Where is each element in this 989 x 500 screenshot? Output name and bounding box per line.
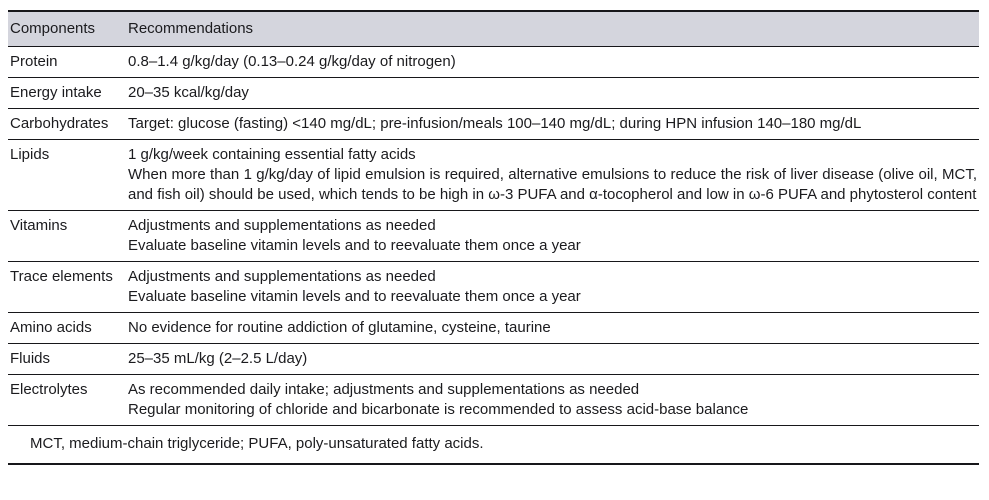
- component-cell: Fluids: [8, 343, 128, 375]
- recommendation-cell: Target: glucose (fasting) <140 mg/dL; pr…: [128, 108, 979, 140]
- table-row: Carbohydrates Target: glucose (fasting) <…: [8, 108, 979, 140]
- recommendation-cell: 25–35 mL/kg (2–2.5 L/day): [128, 343, 979, 375]
- recommendation-line: No evidence for routine addiction of glu…: [128, 319, 551, 336]
- table-row: Energy intake 20–35 kcal/kg/day: [8, 77, 979, 109]
- table-row: Fluids 25–35 mL/kg (2–2.5 L/day): [8, 343, 979, 375]
- recommendation-line: Adjustments and supplementations as need…: [128, 217, 436, 234]
- recommendation-cell: No evidence for routine addiction of glu…: [128, 312, 979, 344]
- table-row: Trace elements Adjustments and supplement…: [8, 261, 979, 313]
- header-row: Components Recommendations: [8, 11, 979, 47]
- table-row: Amino acids No evidence for routine addic…: [8, 312, 979, 344]
- component-cell: Trace elements: [8, 261, 128, 313]
- table-row: Electrolytes As recommended daily intake;…: [8, 374, 979, 426]
- recommendation-line: Regular monitoring of chloride and bicar…: [128, 401, 749, 418]
- component-cell: Protein: [8, 46, 128, 78]
- col-header-recommendations: Recommendations: [128, 11, 979, 47]
- recommendation-cell: As recommended daily intake; adjustments…: [128, 374, 979, 426]
- table-header: Components Recommendations: [8, 11, 979, 47]
- recommendations-table: Components Recommendations Protein 0.8–1.…: [8, 10, 979, 426]
- recommendation-line: Evaluate baseline vitamin levels and to …: [128, 288, 581, 305]
- recommendation-line: 20–35 kcal/kg/day: [128, 84, 249, 101]
- component-cell: Amino acids: [8, 312, 128, 344]
- component-cell: Electrolytes: [8, 374, 128, 426]
- recommendation-line: Target: glucose (fasting) <140 mg/dL; pr…: [128, 115, 862, 132]
- component-cell: Carbohydrates: [8, 108, 128, 140]
- recommendation-cell: Adjustments and supplementations as need…: [128, 261, 979, 313]
- recommendation-cell: 1 g/kg/week containing essential fatty a…: [128, 139, 979, 211]
- recommendation-line: 1 g/kg/week containing essential fatty a…: [128, 146, 416, 163]
- component-cell: Vitamins: [8, 210, 128, 262]
- table-row: Protein 0.8–1.4 g/kg/day (0.13–0.24 g/kg/…: [8, 46, 979, 78]
- table-row: Vitamins Adjustments and supplementations…: [8, 210, 979, 262]
- table-row: Lipids 1 g/kg/week containing essential f…: [8, 139, 979, 211]
- recommendation-cell: 20–35 kcal/kg/day: [128, 77, 979, 109]
- table-footnote: MCT, medium-chain triglyceride; PUFA, po…: [8, 426, 979, 465]
- component-cell: Energy intake: [8, 77, 128, 109]
- recommendation-line: Evaluate baseline vitamin levels and to …: [128, 237, 581, 254]
- table-body: Protein 0.8–1.4 g/kg/day (0.13–0.24 g/kg/…: [8, 46, 979, 426]
- recommendation-line: Adjustments and supplementations as need…: [128, 268, 436, 285]
- recommendation-line: As recommended daily intake; adjustments…: [128, 381, 640, 398]
- recommendation-line: 0.8–1.4 g/kg/day (0.13–0.24 g/kg/day of …: [128, 53, 456, 70]
- recommendation-cell: 0.8–1.4 g/kg/day (0.13–0.24 g/kg/day of …: [128, 46, 979, 78]
- recommendation-line: 25–35 mL/kg (2–2.5 L/day): [128, 350, 308, 367]
- col-header-components: Components: [8, 11, 128, 47]
- component-cell: Lipids: [8, 139, 128, 211]
- recommendation-cell: Adjustments and supplementations as need…: [128, 210, 979, 262]
- recommendation-line: When more than 1 g/kg/day of lipid emuls…: [128, 166, 977, 203]
